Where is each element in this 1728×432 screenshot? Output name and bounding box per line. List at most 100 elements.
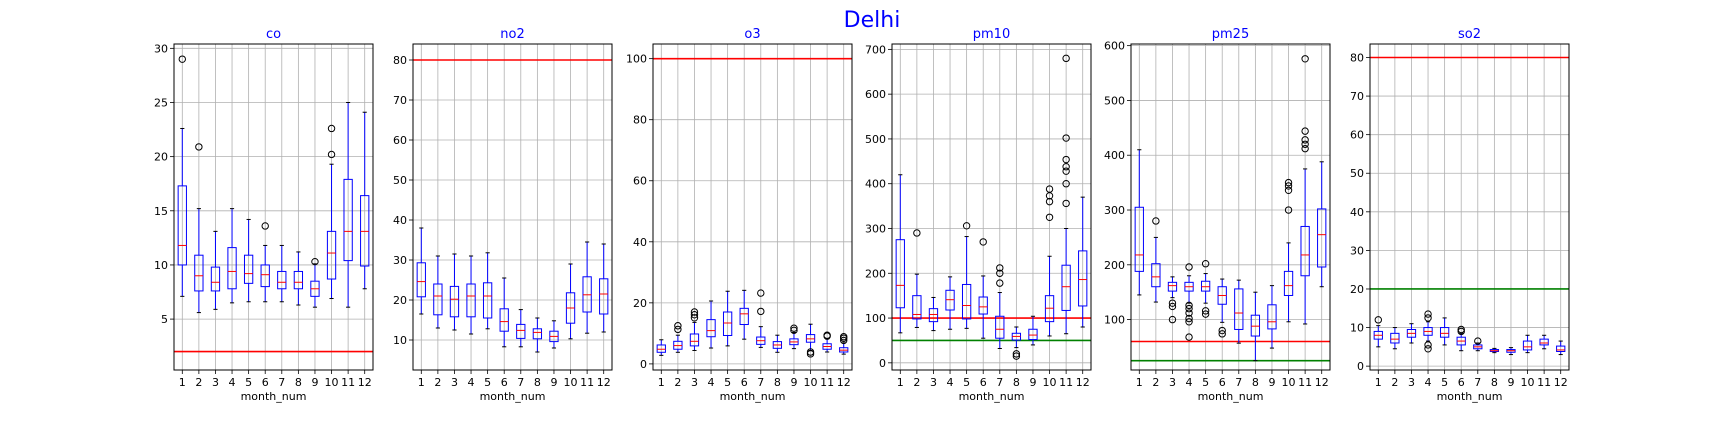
outlier-point — [806, 348, 815, 356]
y-tick-label: 5 — [161, 313, 168, 326]
x-tick-label: 8 — [1252, 376, 1259, 389]
box-month-3 — [1406, 323, 1417, 344]
box-iqr — [1078, 250, 1088, 307]
y-tick-label: 300 — [1104, 204, 1125, 217]
box-month-2 — [433, 255, 443, 329]
outlier-point — [790, 326, 798, 335]
box-month-12 — [1556, 340, 1566, 356]
box-iqr — [995, 315, 1005, 339]
x-tick-label: 4 — [468, 376, 475, 389]
outlier-point — [178, 55, 186, 63]
outlier-point — [1201, 260, 1210, 268]
box-month-7 — [1473, 337, 1483, 352]
box-month-10 — [1283, 178, 1294, 323]
box-month-12 — [360, 111, 370, 290]
box-iqr — [1134, 206, 1144, 272]
box-iqr — [1200, 280, 1211, 292]
box-iqr — [739, 307, 749, 326]
box-month-8 — [1250, 291, 1261, 362]
box-iqr — [1167, 281, 1178, 292]
x-tick-label: 7 — [517, 376, 524, 389]
y-tick-label: 40 — [1350, 206, 1364, 219]
y-tick-label: 20 — [393, 294, 407, 307]
box-month-4 — [945, 276, 955, 330]
x-tick-label: 3 — [930, 376, 937, 389]
x-tick-label: 7 — [278, 376, 285, 389]
outlier-point — [1218, 326, 1226, 335]
outlier-point — [1457, 327, 1465, 336]
box-month-9 — [549, 320, 559, 349]
x-tick-label: 5 — [1202, 376, 1209, 389]
y-tick-label: 30 — [393, 254, 407, 267]
x-tick-label: 10 — [325, 376, 339, 389]
x-tick-label: 3 — [451, 376, 458, 389]
outlier-point — [261, 222, 269, 230]
box-iqr — [499, 308, 509, 332]
x-tick-label: 3 — [1169, 376, 1176, 389]
outlier-point — [1474, 337, 1482, 345]
x-axis-label: month_num — [241, 390, 307, 403]
y-tick-label: 15 — [154, 205, 168, 218]
x-tick-label: 4 — [1425, 376, 1432, 389]
x-tick-label: 9 — [550, 376, 557, 389]
x-tick-label: 4 — [1186, 376, 1193, 389]
box-month-11 — [1061, 54, 1071, 335]
box-month-1 — [1373, 316, 1383, 348]
outlier-point — [1185, 314, 1193, 323]
box-month-3 — [449, 253, 460, 331]
outlier-point — [1301, 55, 1309, 63]
y-tick-label: 60 — [633, 175, 647, 188]
box-month-12 — [1317, 161, 1327, 288]
x-tick-label: 5 — [245, 376, 252, 389]
outlier-point — [1045, 185, 1054, 193]
box-month-6 — [739, 289, 749, 340]
box-iqr — [656, 344, 666, 353]
outlier-point — [1218, 330, 1226, 338]
x-tick-label: 5 — [963, 376, 970, 389]
outlier-point — [1424, 310, 1432, 318]
box-iqr — [326, 230, 337, 280]
y-tick-label: 60 — [1350, 129, 1364, 142]
box-iqr — [482, 282, 493, 319]
box-iqr — [343, 178, 353, 262]
box-iqr — [260, 264, 270, 288]
outlier-point — [1284, 178, 1293, 187]
box-iqr — [961, 283, 972, 320]
box-month-12 — [839, 333, 849, 355]
panel-title: so2 — [1458, 27, 1481, 42]
y-tick-label: 20 — [154, 151, 168, 164]
x-axis-label: month_num — [480, 390, 546, 403]
x-tick-label: 9 — [1029, 376, 1036, 389]
y-tick-label: 0 — [879, 357, 886, 370]
x-tick-label: 1 — [1136, 376, 1143, 389]
box-month-1 — [416, 227, 426, 315]
box-month-1 — [656, 339, 666, 356]
box-month-4 — [227, 208, 237, 304]
outlier-point — [1301, 144, 1309, 153]
box-iqr — [722, 311, 733, 337]
box-month-4 — [1423, 310, 1433, 353]
x-tick-label: 3 — [212, 376, 219, 389]
outlier-point — [1185, 333, 1193, 341]
y-tick-label: 80 — [633, 114, 647, 127]
box-month-11 — [822, 331, 832, 353]
panel-title: pm10 — [973, 27, 1010, 42]
x-tick-label: 7 — [996, 376, 1003, 389]
y-tick-label: 10 — [1350, 322, 1364, 335]
x-tick-label: 10 — [1043, 376, 1057, 389]
y-tick-label: 50 — [393, 174, 407, 187]
y-tick-label: 200 — [865, 267, 886, 280]
box-month-1 — [177, 55, 187, 297]
box-iqr — [706, 319, 716, 338]
box-iqr — [227, 247, 237, 290]
box-iqr — [1267, 304, 1277, 330]
outlier-point — [1045, 213, 1054, 221]
y-tick-label: 40 — [633, 236, 647, 249]
outlier-point — [1168, 302, 1177, 311]
box-month-2 — [1151, 217, 1161, 303]
x-tick-label: 4 — [947, 376, 954, 389]
